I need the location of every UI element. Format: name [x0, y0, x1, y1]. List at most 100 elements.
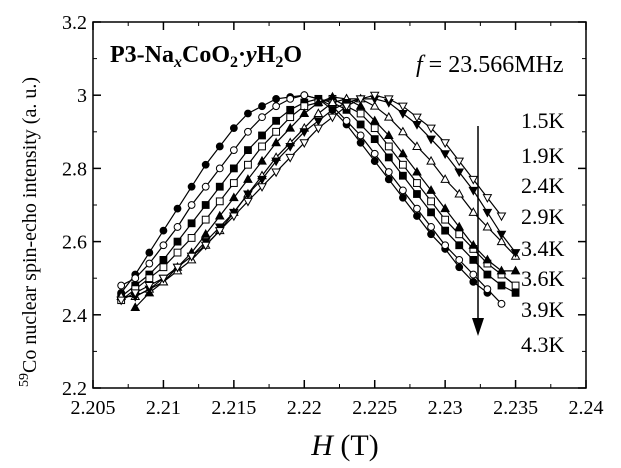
point-3.6K-18 — [369, 100, 380, 110]
point-3.4K-26 — [496, 265, 507, 275]
point-1.5K-19 — [384, 175, 393, 184]
point-3.9K-12 — [299, 128, 310, 138]
point-3.9K-14 — [327, 106, 338, 116]
series-2.4K — [117, 94, 520, 301]
point-2.4K-5 — [187, 219, 196, 228]
point-1.9K-19 — [384, 168, 393, 176]
point-2.4K-18 — [370, 135, 379, 144]
point-4.3K-3 — [158, 274, 169, 284]
point-1.5K-11 — [272, 94, 281, 103]
point-1.9K-7 — [215, 164, 224, 173]
point-1.9K-9 — [244, 127, 252, 136]
title-part-a: P3-Na — [110, 42, 174, 68]
point-2.9K-19 — [384, 142, 393, 151]
y-tick-label-0: 2.2 — [62, 378, 87, 400]
y-axis-label-text: Co nuclear spin-echo intensity (a. u.) — [19, 77, 41, 373]
point-2.9K-12 — [286, 113, 295, 122]
y-axis-label-superscript: 59 — [17, 373, 32, 387]
point-4.3K-0 — [116, 296, 127, 306]
point-1.5K-24 — [455, 263, 464, 272]
frequency-value: = 23.566MHz — [423, 52, 564, 78]
point-3.6K-25 — [468, 207, 479, 216]
point-4.3K-17 — [355, 95, 366, 105]
point-3.6K-27 — [496, 236, 507, 246]
series-3.4K — [130, 91, 521, 311]
point-3.9K-9 — [257, 175, 267, 185]
point-3.6K-19 — [383, 111, 394, 121]
point-1.9K-16 — [342, 116, 351, 125]
temp-label-4: 2.9K — [521, 204, 565, 229]
point-2.9K-28 — [511, 281, 520, 290]
point-1.9K-8 — [229, 146, 238, 155]
point-4.3K-8 — [229, 212, 239, 222]
point-3.4K-5 — [200, 229, 211, 238]
point-3.4K-27 — [510, 265, 521, 275]
point-3.4K-0 — [130, 302, 141, 311]
point-3.4K-8 — [243, 174, 253, 183]
point-2.4K-19 — [384, 153, 393, 162]
point-1.5K-4 — [173, 204, 182, 213]
point-2.9K-8 — [229, 179, 238, 187]
axis-ticks: 2.205 2.21 2.215 2.22 2.225 2.23 2.235 2.242.22… — [62, 12, 604, 419]
point-1.5K-2 — [145, 248, 154, 257]
point-2.4K-7 — [215, 182, 224, 191]
point-1.5K-20 — [398, 193, 407, 202]
point-2.4K-8 — [229, 164, 238, 173]
point-3.6K-21 — [412, 141, 422, 150]
point-1.5K-17 — [356, 138, 365, 147]
point-3.4K-10 — [271, 137, 281, 147]
frequency-f: f — [416, 52, 426, 78]
point-3.9K-22 — [440, 150, 450, 159]
point-1.5K-18 — [370, 157, 379, 165]
point-1.5K-9 — [244, 109, 252, 118]
point-3.9K-25 — [482, 208, 493, 218]
point-4.3K-10 — [257, 183, 267, 192]
point-1.9K-13 — [300, 91, 309, 100]
point-1.9K-4 — [173, 223, 182, 231]
point-1.5K-5 — [187, 182, 196, 191]
point-4.3K-19 — [383, 95, 394, 105]
point-2.9K-20 — [398, 160, 407, 169]
point-3.6K-23 — [440, 174, 450, 183]
point-1.5K-22 — [427, 230, 435, 239]
series-line-4.3K — [120, 94, 502, 301]
point-2.4K-25 — [469, 256, 478, 264]
point-2.9K-18 — [370, 124, 379, 133]
point-2.4K-24 — [455, 241, 464, 250]
point-1.5K-7 — [215, 142, 224, 151]
chart-title: P3-NaxCoO2·yH2O — [110, 42, 302, 71]
point-1.5K-8 — [229, 124, 238, 133]
point-1.9K-25 — [469, 270, 478, 279]
point-1.9K-23 — [441, 241, 450, 250]
point-3.9K-24 — [468, 186, 479, 196]
point-1.5K-25 — [469, 277, 478, 286]
point-2.4K-17 — [356, 120, 365, 129]
point-1.9K-24 — [455, 256, 464, 264]
point-1.9K-10 — [258, 113, 266, 122]
point-2.9K-11 — [272, 127, 281, 136]
point-2.9K-6 — [201, 215, 210, 224]
temp-label-1: 1.5K — [521, 108, 565, 133]
point-1.5K-21 — [413, 212, 421, 220]
series-1.9K — [117, 91, 506, 308]
point-2.4K-3 — [159, 256, 168, 264]
point-2.9K-3 — [159, 263, 168, 272]
point-3.4K-18 — [383, 130, 394, 139]
point-1.5K-3 — [159, 226, 168, 235]
title-part-x: x — [173, 54, 182, 71]
point-2.9K-23 — [441, 215, 450, 224]
point-4.3K-5 — [186, 252, 197, 262]
point-3.6K-14 — [313, 108, 324, 117]
point-4.3K-20 — [398, 102, 408, 112]
point-4.3K-2 — [144, 282, 155, 291]
point-2.4K-27 — [497, 281, 506, 290]
temp-label-2: 1.9K — [521, 143, 565, 168]
point-2.9K-9 — [244, 160, 252, 169]
point-1.9K-22 — [427, 223, 435, 231]
x-tick-label-5: 2.23 — [428, 397, 463, 419]
point-4.3K-15 — [327, 113, 338, 123]
point-2.9K-10 — [258, 142, 266, 151]
data-series — [116, 91, 521, 311]
point-2.4K-10 — [258, 131, 266, 140]
point-1.9K-3 — [159, 241, 168, 250]
